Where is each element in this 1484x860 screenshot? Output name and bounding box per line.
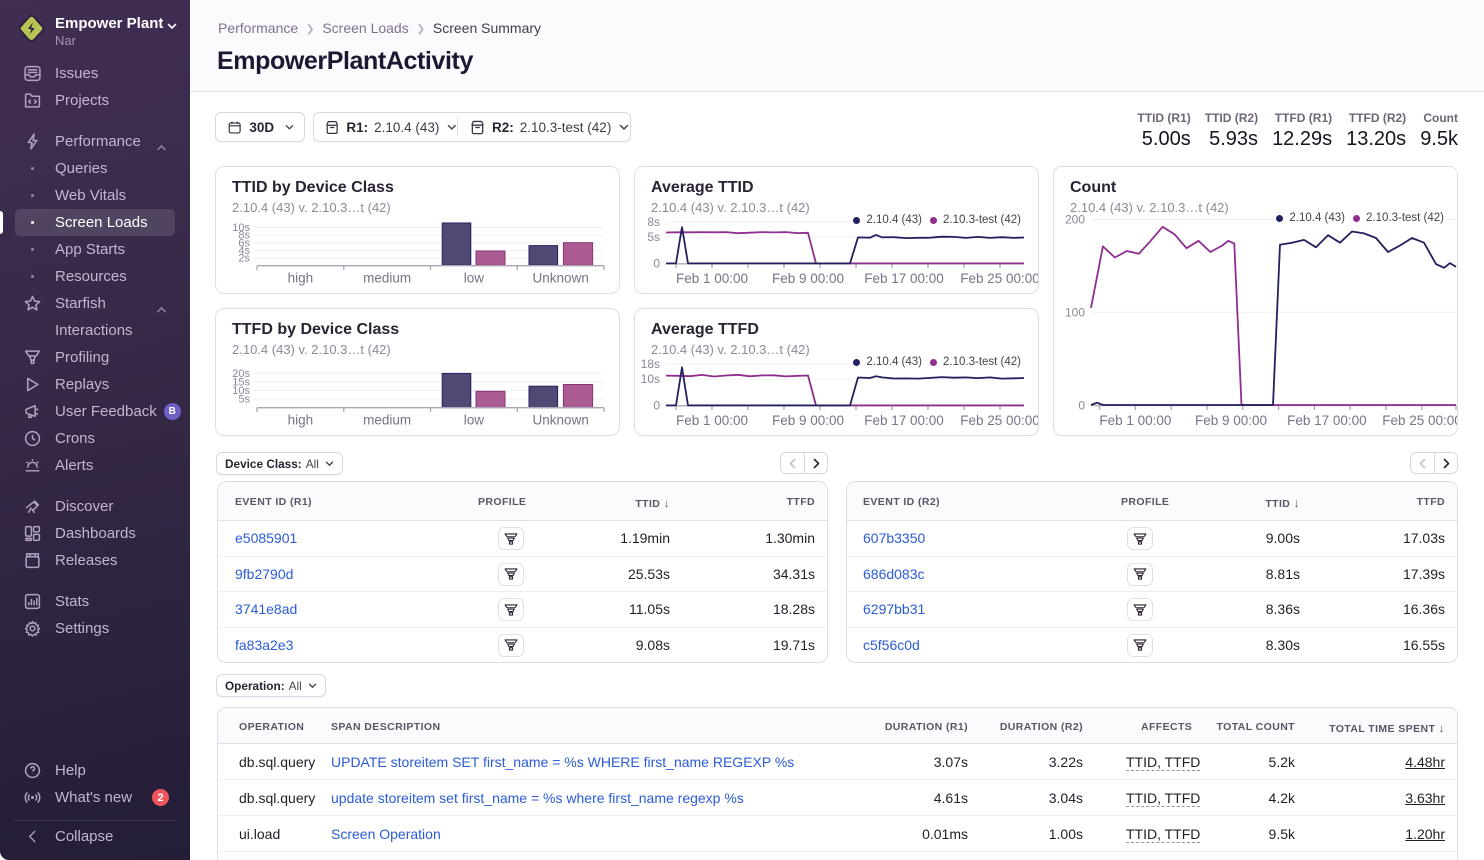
svg-text:18s: 18s — [641, 357, 660, 371]
svg-text:4s: 4s — [238, 245, 250, 257]
svg-text:Feb 9 00:00: Feb 9 00:00 — [772, 271, 844, 286]
svg-text:high: high — [288, 271, 314, 286]
svg-text:Feb 17 00:00: Feb 17 00:00 — [1287, 413, 1367, 428]
svg-text:medium: medium — [363, 413, 411, 428]
svg-text:10s: 10s — [232, 385, 250, 397]
svg-text:0: 0 — [653, 398, 660, 412]
svg-text:Feb 17 00:00: Feb 17 00:00 — [864, 271, 944, 286]
svg-text:high: high — [288, 413, 314, 428]
svg-text:low: low — [464, 271, 485, 286]
svg-text:low: low — [464, 413, 485, 428]
svg-text:8s: 8s — [238, 230, 250, 242]
svg-text:20s: 20s — [232, 368, 250, 380]
svg-text:Feb 1 00:00: Feb 1 00:00 — [676, 271, 748, 286]
svg-text:Feb 9 00:00: Feb 9 00:00 — [772, 413, 844, 428]
svg-text:0: 0 — [653, 256, 660, 270]
svg-text:Feb 25 00:00: Feb 25 00:00 — [960, 413, 1039, 428]
svg-text:Unknown: Unknown — [533, 413, 589, 428]
svg-text:10s: 10s — [641, 372, 660, 386]
svg-text:5s: 5s — [238, 394, 250, 406]
svg-text:10s: 10s — [232, 222, 250, 234]
svg-text:medium: medium — [363, 271, 411, 286]
svg-text:5s: 5s — [647, 230, 660, 244]
svg-text:2s: 2s — [238, 253, 250, 265]
svg-text:Feb 25 00:00: Feb 25 00:00 — [960, 271, 1039, 286]
svg-text:15s: 15s — [232, 376, 250, 388]
svg-text:Feb 25 00:00: Feb 25 00:00 — [1382, 413, 1458, 428]
svg-text:Feb 17 00:00: Feb 17 00:00 — [864, 413, 944, 428]
svg-text:Feb 1 00:00: Feb 1 00:00 — [676, 413, 748, 428]
svg-text:0: 0 — [1078, 399, 1085, 413]
svg-text:Unknown: Unknown — [533, 271, 589, 286]
svg-text:Feb 9 00:00: Feb 9 00:00 — [1195, 413, 1267, 428]
svg-text:Feb 1 00:00: Feb 1 00:00 — [1099, 413, 1171, 428]
svg-text:200: 200 — [1065, 213, 1085, 227]
svg-text:6s: 6s — [238, 237, 250, 249]
svg-text:8s: 8s — [647, 215, 660, 229]
svg-text:100: 100 — [1065, 305, 1085, 319]
